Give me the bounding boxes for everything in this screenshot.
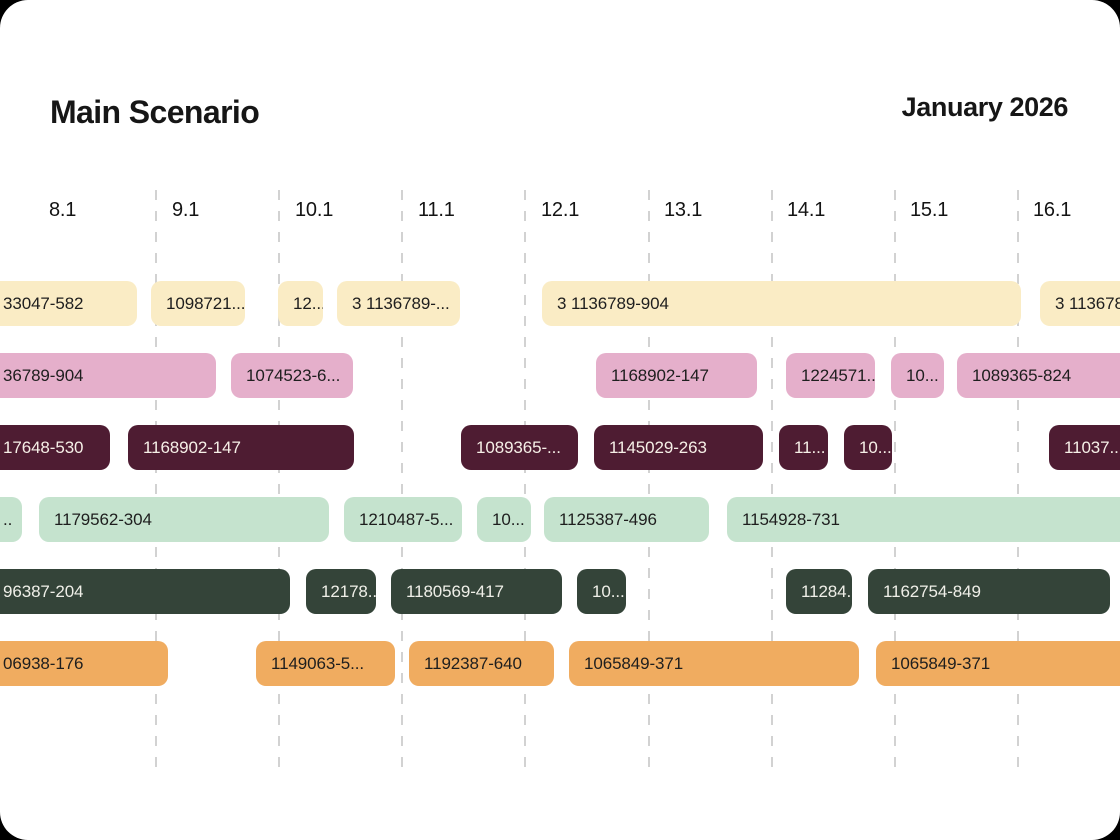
task-bar[interactable]: 17648-530 <box>0 425 110 470</box>
task-bar[interactable]: 1089365-824 <box>957 353 1120 398</box>
task-bar[interactable]: 1192387-640 <box>409 641 554 686</box>
task-bar[interactable]: 1089365-... <box>461 425 578 470</box>
task-bar[interactable]: 96387-204 <box>0 569 290 614</box>
task-bar[interactable]: 1145029-263 <box>594 425 763 470</box>
task-bar[interactable]: 10... <box>844 425 892 470</box>
task-bar[interactable]: 12178... <box>306 569 376 614</box>
day-label: 9.1 <box>172 199 200 221</box>
task-bar[interactable]: 3 1136789-... <box>337 281 460 326</box>
task-bar[interactable]: 1168902-147 <box>128 425 354 470</box>
day-label: 16.1 <box>1033 199 1072 221</box>
day-label: 15.1 <box>910 199 949 221</box>
task-bar[interactable]: 33047-582 <box>0 281 137 326</box>
gridline <box>155 190 157 770</box>
task-bar[interactable]: 1210487-5... <box>344 497 462 542</box>
gridline <box>278 190 280 770</box>
day-label: 13.1 <box>664 199 703 221</box>
task-bar[interactable]: 1074523-6... <box>231 353 353 398</box>
day-label: 10.1 <box>295 199 334 221</box>
task-bar[interactable]: 1149063-5... <box>256 641 395 686</box>
task-bar[interactable]: 11037... <box>1049 425 1120 470</box>
task-bar[interactable]: 36789-904 <box>0 353 216 398</box>
task-bar[interactable]: 1098721... <box>151 281 245 326</box>
gridline <box>894 190 896 770</box>
task-bar[interactable]: 1125387-496 <box>544 497 709 542</box>
task-bar[interactable]: 11... <box>779 425 828 470</box>
task-bar[interactable]: 10... <box>577 569 626 614</box>
task-bar[interactable]: 1065849-371 <box>569 641 859 686</box>
day-label: 11.1 <box>418 199 455 221</box>
task-bar[interactable]: 10... <box>477 497 531 542</box>
gridline <box>524 190 526 770</box>
task-bar[interactable]: 1180569-417 <box>391 569 562 614</box>
gridline <box>401 190 403 770</box>
task-bar[interactable]: 11284... <box>786 569 852 614</box>
task-bar[interactable]: 06938-176 <box>0 641 168 686</box>
gridline <box>1017 190 1019 770</box>
task-bar[interactable]: 1168902-147 <box>596 353 757 398</box>
page-title: Main Scenario <box>50 94 260 130</box>
task-bar[interactable]: 1065849-371 <box>876 641 1120 686</box>
gridline <box>648 190 650 770</box>
task-bar[interactable]: 1224571... <box>786 353 875 398</box>
month-label: January 2026 <box>901 92 1069 122</box>
day-label: 12.1 <box>541 199 580 221</box>
task-bar[interactable]: 1154928-731 <box>727 497 1120 542</box>
task-bar[interactable]: 3 1136789-904 <box>542 281 1021 326</box>
task-bar[interactable]: 12... <box>278 281 323 326</box>
task-bar[interactable]: 3 1136789 <box>1040 281 1120 326</box>
task-bar[interactable]: 10... <box>891 353 944 398</box>
day-label: 8.1 <box>49 199 77 221</box>
task-bar[interactable]: 1162754-849 <box>868 569 1110 614</box>
task-bar[interactable]: 1179562-304 <box>39 497 329 542</box>
day-label: 14.1 <box>787 199 826 221</box>
gridline <box>771 190 773 770</box>
task-bar[interactable]: .. <box>0 497 22 542</box>
